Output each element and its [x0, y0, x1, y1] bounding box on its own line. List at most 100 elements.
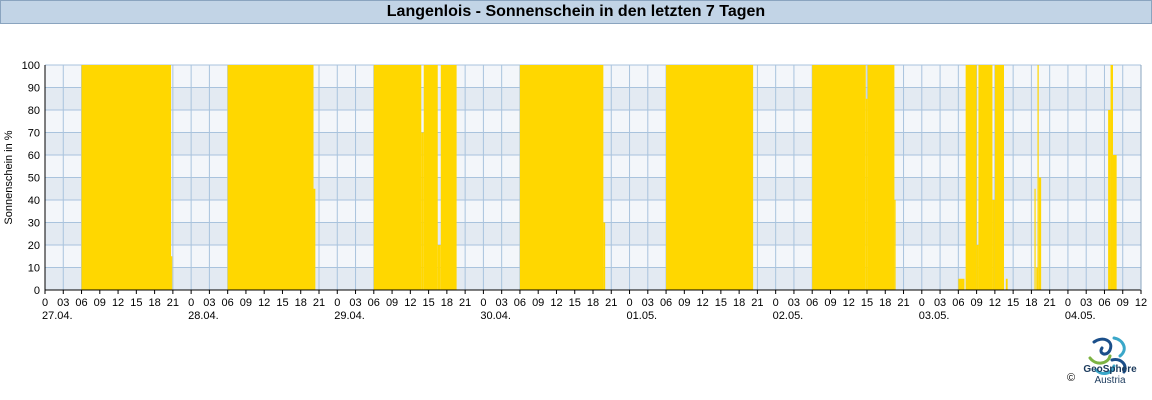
x-tick-label: 0 — [334, 297, 340, 309]
x-tick-label: 15 — [569, 297, 581, 309]
x-tick-label: 03 — [788, 297, 800, 309]
x-tick-label: 09 — [678, 297, 690, 309]
x-tick-label: 18 — [295, 297, 307, 309]
x-tick-label: 03 — [57, 297, 69, 309]
y-axis-label: Sonnenschein in % — [3, 130, 15, 224]
x-tick-label: 09 — [94, 297, 106, 309]
x-tick-label: 12 — [258, 297, 270, 309]
x-tick-label: 21 — [605, 297, 617, 309]
x-tick-label: 03 — [496, 297, 508, 309]
y-tick-label: 10 — [28, 263, 40, 275]
copyright-mark: © — [1067, 372, 1076, 384]
x-date-label: 01.05. — [627, 310, 658, 322]
x-tick-label: 06 — [514, 297, 526, 309]
x-tick-label: 0 — [1065, 297, 1071, 309]
x-tick-label: 0 — [626, 297, 632, 309]
sunshine-bar — [965, 65, 977, 290]
x-tick-label: 18 — [879, 297, 891, 309]
x-tick-label: 03 — [349, 297, 361, 309]
x-date-label: 30.04. — [480, 310, 511, 322]
x-tick-label: 21 — [751, 297, 763, 309]
sunshine-bar — [1110, 65, 1113, 290]
sunshine-bar — [994, 65, 1004, 290]
sunshine-bar — [666, 65, 754, 290]
sunshine-bar — [976, 245, 979, 290]
x-tick-label: 03 — [642, 297, 654, 309]
sunshine-bar — [1034, 188, 1036, 290]
x-tick-label: 21 — [167, 297, 179, 309]
x-tick-label: 15 — [861, 297, 873, 309]
y-tick-label: 80 — [28, 105, 40, 117]
y-tick-label: 50 — [28, 173, 40, 185]
x-tick-label: 0 — [188, 297, 194, 309]
x-tick-label: 21 — [897, 297, 909, 309]
x-tick-label: 06 — [952, 297, 964, 309]
sunshine-bar — [519, 65, 604, 290]
x-date-label: 29.04. — [334, 310, 365, 322]
x-tick-label: 18 — [587, 297, 599, 309]
x-tick-label: 15 — [422, 297, 434, 309]
x-tick-label: 03 — [1080, 297, 1092, 309]
x-tick-label: 09 — [532, 297, 544, 309]
logo-wordmark: GeoSphere Austria — [1060, 364, 1152, 386]
y-tick-label: 0 — [34, 285, 40, 297]
x-tick-label: 12 — [112, 297, 124, 309]
chart-title: Langenlois - Sonnenschein in den letzten… — [386, 3, 766, 20]
sunshine-bar — [1112, 155, 1117, 290]
x-tick-label: 03 — [203, 297, 215, 309]
y-tick-label: 90 — [28, 83, 40, 95]
sunshine-bar — [603, 222, 606, 290]
sunshine-bar — [437, 245, 441, 290]
x-tick-label: 15 — [715, 297, 727, 309]
x-date-label: 02.05. — [773, 310, 804, 322]
y-tick-label: 100 — [22, 60, 40, 72]
sunshine-bar — [313, 188, 316, 290]
y-tick-label: 60 — [28, 150, 40, 162]
x-date-label: 04.05. — [1065, 310, 1096, 322]
x-tick-label: 18 — [733, 297, 745, 309]
sunshine-bar — [978, 65, 993, 290]
y-tick-label: 30 — [28, 218, 40, 230]
sunshine-bar — [423, 65, 438, 290]
x-date-label: 27.04. — [42, 310, 73, 322]
geosphere-logo-icon — [1088, 336, 1127, 375]
x-tick-label: 15 — [276, 297, 288, 309]
sunshine-bar — [992, 200, 995, 290]
sunshine-bar — [171, 256, 173, 290]
x-tick-label: 09 — [824, 297, 836, 309]
x-tick-label: 06 — [806, 297, 818, 309]
sunshine-bar — [867, 65, 895, 290]
sunshine-bar — [1038, 177, 1042, 290]
x-tick-label: 06 — [75, 297, 87, 309]
x-tick-label: 18 — [1025, 297, 1037, 309]
x-tick-label: 12 — [1135, 297, 1147, 309]
x-tick-label: 09 — [1117, 297, 1129, 309]
x-tick-label: 06 — [222, 297, 234, 309]
x-tick-label: 09 — [240, 297, 252, 309]
x-tick-label: 06 — [660, 297, 672, 309]
x-tick-label: 12 — [989, 297, 1001, 309]
x-tick-label: 09 — [970, 297, 982, 309]
x-tick-label: 12 — [404, 297, 416, 309]
sunshine-bar — [1108, 110, 1111, 290]
x-tick-label: 21 — [1044, 297, 1056, 309]
sunshine-bar — [1037, 65, 1039, 290]
x-tick-label: 12 — [550, 297, 562, 309]
y-tick-label: 40 — [28, 195, 40, 207]
y-tick-label: 20 — [28, 240, 40, 252]
sunshine-bar — [1005, 278, 1008, 290]
x-tick-label: 21 — [313, 297, 325, 309]
sunshine-bar — [1036, 267, 1038, 290]
x-tick-label: 0 — [773, 297, 779, 309]
y-tick-label: 70 — [28, 128, 40, 140]
x-tick-label: 0 — [919, 297, 925, 309]
sunshine-bar — [865, 98, 868, 290]
x-tick-label: 15 — [130, 297, 142, 309]
sunshine-bar — [894, 200, 896, 290]
x-tick-label: 12 — [843, 297, 855, 309]
x-tick-label: 18 — [441, 297, 453, 309]
sunshine-bar — [81, 65, 172, 290]
x-tick-label: 12 — [696, 297, 708, 309]
x-tick-label: 03 — [934, 297, 946, 309]
